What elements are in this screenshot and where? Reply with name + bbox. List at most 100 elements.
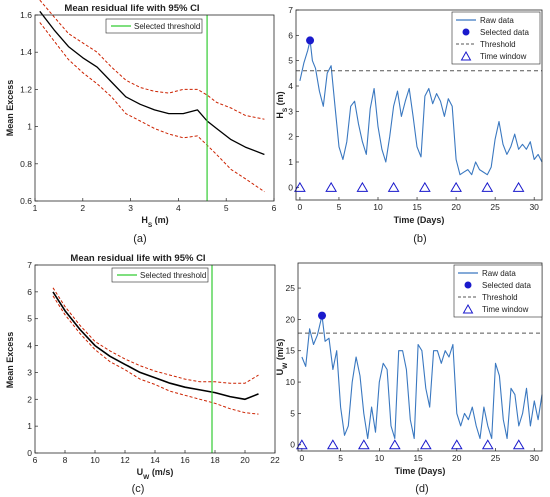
panel-c-x-tick-label: 8: [63, 455, 68, 465]
panel-d-time-window-marker: [419, 439, 432, 450]
panel-c-legend: Selected threshold: [111, 267, 209, 283]
panel-c-x-tick-label: 6: [33, 455, 38, 465]
panel-c: Mean residual life with 95% CI 6 8 10 12 14 1…: [5, 253, 280, 495]
panel-d-x-label: Time (Days): [395, 466, 446, 476]
panel-b-x-tick-label: 30: [529, 202, 539, 212]
panel-a-y-tick-label: 0.8: [20, 159, 32, 169]
panel-d-legend-selected-marker: [464, 281, 472, 289]
panel-d-y-label: UW (m/s): [275, 339, 289, 376]
panel-b-time-window-marker: [356, 181, 369, 192]
panel-c-upper-ci-line: [52, 287, 259, 384]
panel-c-legend-threshold-label: Selected threshold: [140, 271, 206, 280]
panel-d-legend-threshold-label: Threshold: [482, 293, 518, 302]
panel-b-time-window-marker: [481, 181, 494, 192]
panel-b-y-ticks: 0 1 2 3 4 5 6 7: [288, 5, 299, 192]
panel-d-y-tick-label: 15: [286, 346, 296, 356]
panel-d-legend: Raw data Selected data Threshold Time wi…: [453, 264, 543, 318]
panel-b-legend-box: [451, 11, 541, 65]
panel-b-y-tick-label: 1: [288, 157, 293, 167]
panel-c-x-label: UW (m/s): [137, 467, 174, 481]
panel-a-x-tick-label: 5: [224, 203, 229, 213]
panel-d-legend-window-marker: [462, 303, 474, 314]
panel-c-x-tick-label: 14: [150, 455, 160, 465]
panel-d-y-tick-label: 0: [290, 440, 295, 450]
panel-b-legend-window-marker: [460, 50, 472, 61]
panel-d-selected-point: [318, 311, 327, 320]
panel-b-y-tick-label: 2: [288, 132, 293, 142]
panel-a-mean-excess-line: [39, 10, 265, 156]
panel-a-title: Mean residual life with 95% CI: [64, 3, 199, 14]
panel-d-x-ticks: 0 5 10 15 20 25 30: [300, 448, 540, 463]
panel-a-caption: (a): [133, 233, 146, 245]
panel-a-upper-ci-line: [39, 0, 265, 120]
panel-d-x-tick-label: 15: [413, 453, 423, 463]
panel-b-y-tick-label: 3: [288, 106, 293, 116]
panel-b-raw-data-line: [299, 39, 543, 176]
panel-b-legend-raw-label: Raw data: [480, 16, 514, 25]
panel-b-legend-selected-marker: [462, 28, 470, 36]
panel-c-x-tick-label: 16: [180, 455, 190, 465]
panel-d-y-tick-label: 25: [286, 283, 296, 293]
panel-a-lower-ci-line: [39, 22, 265, 193]
panel-b-caption: (b): [413, 233, 426, 245]
panel-b-x-tick-label: 20: [451, 202, 461, 212]
panel-b-x-tick-label: 25: [490, 202, 500, 212]
panel-d-x-tick-label: 30: [530, 453, 540, 463]
panel-d-time-window-marker: [450, 439, 463, 450]
panel-d-legend-raw-label: Raw data: [482, 269, 516, 278]
panel-a-x-tick-label: 4: [176, 203, 181, 213]
panel-b-axes-box: [295, 9, 543, 201]
panel-c-y-label: Mean Excess: [5, 332, 15, 389]
panel-c-y-tick-label: 1: [27, 421, 32, 431]
panel-c-legend-box: [111, 267, 209, 283]
panel-a-series: [39, 0, 265, 193]
panel-d-y-ticks: 0 5 10 15 20 25: [286, 283, 301, 450]
panel-c-y-tick-label: 7: [27, 260, 32, 270]
panel-c-x-tick-label: 22: [270, 455, 280, 465]
panel-c-x-tick-label: 20: [240, 455, 250, 465]
panel-a-legend: Selected threshold: [105, 18, 203, 34]
panel-d-x-tick-label: 20: [452, 453, 462, 463]
panel-c-y-tick-label: 6: [27, 287, 32, 297]
panel-d-x-tick-label: 25: [491, 453, 501, 463]
panel-c-y-ticks: 0 1 2 3 4 5 6 7: [27, 260, 38, 458]
panel-c-x-tick-label: 12: [120, 455, 130, 465]
panel-b-y-tick-label: 6: [288, 30, 293, 40]
panel-d-time-window-marker: [295, 439, 308, 450]
panel-d-x-tick-label: 10: [375, 453, 385, 463]
panel-c-mean-excess-line: [52, 291, 259, 401]
panel-c-x-tick-label: 18: [210, 455, 220, 465]
panel-a-x-tick-label: 2: [80, 203, 85, 213]
panel-b-legend-window-label: Time window: [480, 52, 527, 61]
panel-a: Mean residual life with 95% CI 1 2 3 4 5 6 0.…: [5, 0, 277, 245]
panel-d-y-tick-label: 10: [286, 377, 296, 387]
panel-d-x-tick-label: 5: [338, 453, 343, 463]
panel-b-time-window-marker: [294, 181, 306, 192]
panel-c-y-tick-label: 3: [27, 367, 32, 377]
panel-b-y-tick-label: 0: [288, 182, 293, 192]
panel-a-y-tick-label: 0.6: [20, 196, 32, 206]
panel-c-y-tick-label: 5: [27, 314, 32, 324]
panel-b-series: [299, 39, 543, 176]
panel-d-time-window-marker: [512, 439, 525, 450]
panel-d-y-tick-label: 20: [286, 314, 296, 324]
panel-d-legend-box: [453, 264, 543, 318]
panel-b-time-window-marker: [512, 181, 525, 192]
panel-a-x-tick-label: 1: [33, 203, 38, 213]
panel-d-y-tick-label: 5: [290, 408, 295, 418]
panel-d-time-window-marker: [357, 439, 370, 450]
panel-d-time-window-marker: [326, 439, 339, 450]
panel-d-axes-box: [297, 262, 543, 452]
panel-d-raw-data-line: [301, 315, 543, 440]
panel-b-time-window-marker: [418, 181, 431, 192]
panel-c-caption: (c): [132, 483, 145, 495]
panel-d-overlay: [295, 311, 542, 450]
panel-a-y-label: Mean Excess: [5, 80, 15, 137]
panel-b-legend-selected-label: Selected data: [480, 28, 529, 37]
panel-a-legend-box: [105, 18, 203, 34]
panel-b-legend: Raw data Selected data Threshold Time wi…: [451, 11, 541, 65]
panel-b-x-tick-label: 0: [298, 202, 303, 212]
panel-d: 0 5 10 15 20 25 30 0 5 10 15 20 25 Raw data Selecte…: [275, 262, 543, 495]
panel-d-legend-window-label: Time window: [482, 305, 529, 314]
panel-c-series: [52, 287, 259, 415]
